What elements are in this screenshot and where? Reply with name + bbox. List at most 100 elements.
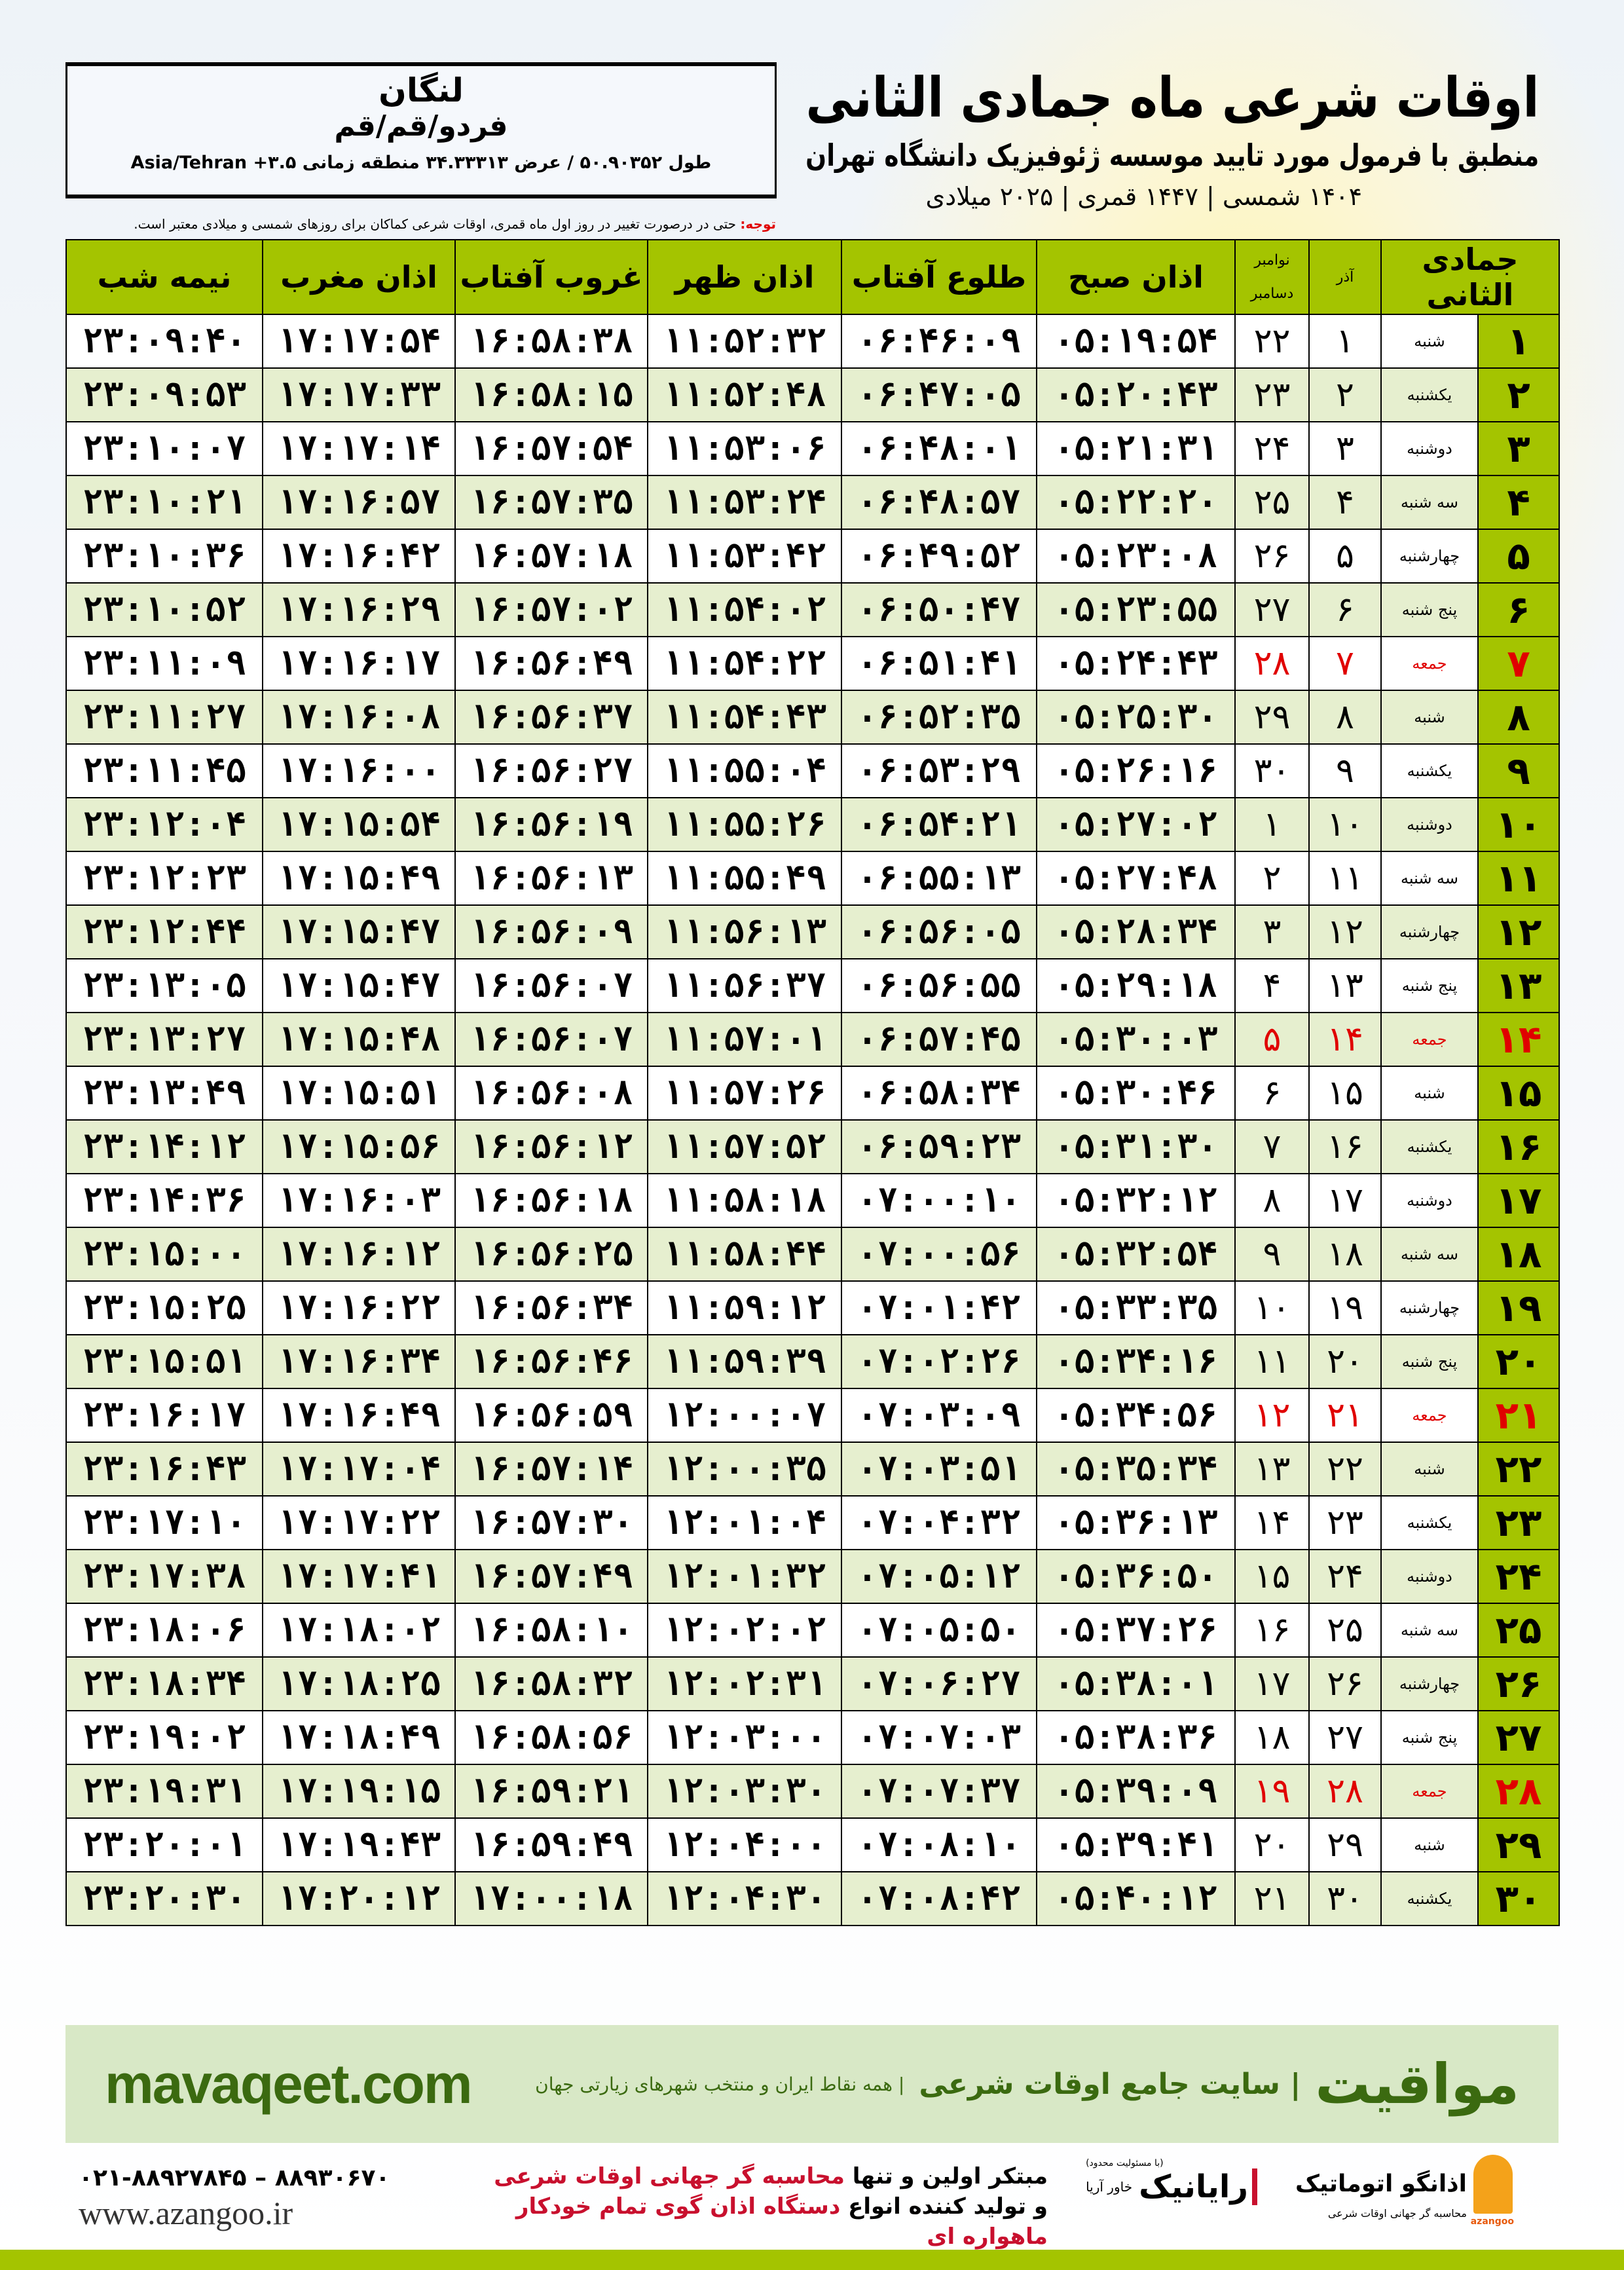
gregorian-day: ۵: [1234, 1012, 1310, 1067]
banner-tagline: | سایت جامع اوقات شرعی: [919, 2067, 1301, 2101]
gregorian-day: ۱۴: [1234, 1495, 1310, 1550]
raynik-sub: خاور آریا: [1086, 2179, 1133, 2195]
azar-day: ۷: [1308, 636, 1382, 691]
day-number: ۲۸: [1477, 1764, 1560, 1819]
gregorian-day: ۱۹: [1234, 1764, 1310, 1819]
weekday: سه شنبه: [1380, 1227, 1479, 1282]
midnight-time: ۲۳:۱۰:۵۲: [65, 582, 263, 637]
col-hijri-month: جمادی الثانی: [1380, 239, 1560, 315]
weekday: پنج شنبه: [1380, 1334, 1479, 1389]
dhuhr-time: ۱۲:۰۳:۳۰: [647, 1764, 842, 1819]
azar-day: ۶: [1308, 582, 1382, 637]
year-line: ۱۴۰۴ شمسی | ۱۴۴۷ قمری | ۲۰۲۵ میلادی: [925, 182, 1362, 211]
table-row: ۱۴ جمعه ۱۴ ۵ ۰۵:۳۰:۰۳ ۰۶:۵۷:۴۵ ۱۱:۵۷:۰۱ ۱۶:۵۶:۰…: [65, 1012, 1560, 1067]
fajr-time: ۰۵:۳۸:۳۶: [1036, 1710, 1236, 1765]
gregorian-day: ۱: [1234, 797, 1310, 852]
weekday: سه شنبه: [1380, 851, 1479, 906]
mavaqeet-logo: مواقیت: [1315, 2052, 1519, 2116]
province-path: فردو/قم/قم: [334, 109, 508, 143]
azar-day: ۲۶: [1308, 1656, 1382, 1711]
midnight-time: ۲۳:۱۵:۰۰: [65, 1227, 263, 1282]
azar-day: ۱۶: [1308, 1119, 1382, 1174]
fajr-time: ۰۵:۳۸:۰۱: [1036, 1656, 1236, 1711]
sunrise-time: ۰۶:۵۷:۴۵: [841, 1012, 1037, 1067]
gregorian-day: ۲۵: [1234, 475, 1310, 530]
promo-1a: مبتکر اولین و تنها: [844, 2163, 1048, 2189]
azar-day: ۹: [1308, 743, 1382, 798]
dhuhr-time: ۱۱:۵۴:۴۳: [647, 690, 842, 745]
mavaqeet-link[interactable]: mavaqeet.com: [105, 2053, 473, 2115]
weekday: جمعه: [1380, 1764, 1479, 1819]
table-row: ۴ سه شنبه ۴ ۲۵ ۰۵:۲۲:۲۰ ۰۶:۴۸:۵۷ ۱۱:۵۳:۲۴ ۱۶:۵۷…: [65, 475, 1560, 530]
sunset-time: ۱۶:۵۷:۴۹: [454, 1549, 648, 1604]
weekday: دوشنبه: [1380, 421, 1479, 476]
note-label: توجه:: [740, 216, 776, 232]
maghrib-time: ۱۷:۱۵:۴۹: [262, 851, 456, 906]
azar-day: ۱۲: [1308, 904, 1382, 959]
gregorian-day: ۲۹: [1234, 690, 1310, 745]
gregorian-day: ۱۸: [1234, 1710, 1310, 1765]
maghrib-time: ۱۷:۱۶:۳۴: [262, 1334, 456, 1389]
maghrib-time: ۱۷:۱۸:۰۲: [262, 1603, 456, 1658]
weekday: پنج شنبه: [1380, 1710, 1479, 1765]
promo-2b: دستگاه اذان گوی تمام خودکار ماهواره ای: [515, 2193, 1048, 2250]
day-number: ۱۲: [1477, 904, 1560, 959]
maghrib-time: ۱۷:۱۵:۵۶: [262, 1119, 456, 1174]
gregorian-day: ۳۰: [1234, 743, 1310, 798]
sunrise-time: ۰۷:۰۰:۱۰: [841, 1173, 1037, 1228]
azar-day: ۱۵: [1308, 1066, 1382, 1121]
sunrise-time: ۰۷:۰۴:۳۲: [841, 1495, 1037, 1550]
col-sunset: غروب آفتاب: [454, 239, 648, 315]
promo-2a: و تولید کننده انواع: [840, 2193, 1048, 2220]
table-row: ۲۱ جمعه ۲۱ ۱۲ ۰۵:۳۴:۵۶ ۰۷:۰۳:۰۹ ۱۲:۰۰:۰۷ ۱۶:۵۶:…: [65, 1388, 1560, 1443]
sunset-time: ۱۶:۵۶:۳۴: [454, 1280, 648, 1335]
azar-day: ۲۳: [1308, 1495, 1382, 1550]
azar-day: ۲۲: [1308, 1442, 1382, 1497]
fajr-time: ۰۵:۳۹:۰۹: [1036, 1764, 1236, 1819]
sunrise-time: ۰۶:۵۰:۴۷: [841, 582, 1037, 637]
fajr-time: ۰۵:۳۶:۵۰: [1036, 1549, 1236, 1604]
table-row: ۷ جمعه ۷ ۲۸ ۰۵:۲۴:۴۳ ۰۶:۵۱:۴۱ ۱۱:۵۴:۲۲ ۱۶:۵۶:۴۹…: [65, 636, 1560, 691]
midnight-time: ۲۳:۱۵:۵۱: [65, 1334, 263, 1389]
sunrise-time: ۰۶:۴۸:۰۱: [841, 421, 1037, 476]
maghrib-time: ۱۷:۱۶:۱۲: [262, 1227, 456, 1282]
gregorian-day: ۸: [1234, 1173, 1310, 1228]
maghrib-time: ۱۷:۱۶:۵۷: [262, 475, 456, 530]
day-number: ۲۵: [1477, 1603, 1560, 1658]
fajr-time: ۰۵:۳۲:۱۲: [1036, 1173, 1236, 1228]
sunrise-time: ۰۷:۰۶:۲۷: [841, 1656, 1037, 1711]
raynik-logo: (با مسئولیت محدود) رایانیک خاور آریا: [1086, 2158, 1257, 2205]
azangoo-website[interactable]: www.azangoo.ir: [79, 2195, 293, 2231]
maghrib-time: ۱۷:۱۵:۴۷: [262, 904, 456, 959]
azar-day: ۸: [1308, 690, 1382, 745]
azar-day: ۱: [1308, 314, 1382, 369]
day-number: ۲۹: [1477, 1817, 1560, 1872]
sunrise-time: ۰۶:۵۶:۰۵: [841, 904, 1037, 959]
banner-tagline-2: | همه نقاط ایران و منتخب شهرهای زیارتی ج…: [535, 2073, 905, 2095]
azangoo-name: اذانگو اتوماتیک: [1295, 2170, 1467, 2197]
weekday: پنج شنبه: [1380, 582, 1479, 637]
sunset-time: ۱۶:۵۶:۱۸: [454, 1173, 648, 1228]
fajr-time: ۰۵:۳۴:۵۶: [1036, 1388, 1236, 1443]
dhuhr-time: ۱۱:۵۲:۳۲: [647, 314, 842, 369]
weekday: یکشنبه: [1380, 1495, 1479, 1550]
table-header: جمادی الثانی آذر نوامبر دسامبر اذان صبح ط…: [65, 239, 1560, 315]
fajr-time: ۰۵:۳۰:۴۶: [1036, 1066, 1236, 1121]
maghrib-time: ۱۷:۱۷:۵۴: [262, 314, 456, 369]
sunrise-time: ۰۶:۴۶:۰۹: [841, 314, 1037, 369]
dhuhr-time: ۱۱:۵۷:۰۱: [647, 1012, 842, 1067]
fajr-time: ۰۵:۲۴:۴۳: [1036, 636, 1236, 691]
col-gregorian: نوامبر دسامبر: [1234, 239, 1310, 315]
weekday: یکشنبه: [1380, 1119, 1479, 1174]
raynik-name: رایانیک: [1139, 2168, 1257, 2205]
table-row: ۲۴ دوشنبه ۲۴ ۱۵ ۰۵:۳۶:۵۰ ۰۷:۰۵:۱۲ ۱۲:۰۱:۳۲ ۱۶:۵…: [65, 1549, 1560, 1604]
col-maghrib: اذان مغرب: [262, 239, 456, 315]
azar-day: ۱۸: [1308, 1227, 1382, 1282]
table-row: ۲۰ پنج شنبه ۲۰ ۱۱ ۰۵:۳۴:۱۶ ۰۷:۰۲:۲۶ ۱۱:۵۹:۳۹ ۱۶…: [65, 1334, 1560, 1389]
fajr-time: ۰۵:۳۳:۳۵: [1036, 1280, 1236, 1335]
gregorian-day: ۲۶: [1234, 529, 1310, 584]
table-row: ۲۶ چهارشنبه ۲۶ ۱۷ ۰۵:۳۸:۰۱ ۰۷:۰۶:۲۷ ۱۲:۰۲:۳۱ ۱۶…: [65, 1656, 1560, 1711]
col-december: دسامبر: [1250, 286, 1294, 302]
dhuhr-time: ۱۱:۵۹:۳۹: [647, 1334, 842, 1389]
day-number: ۹: [1477, 743, 1560, 798]
